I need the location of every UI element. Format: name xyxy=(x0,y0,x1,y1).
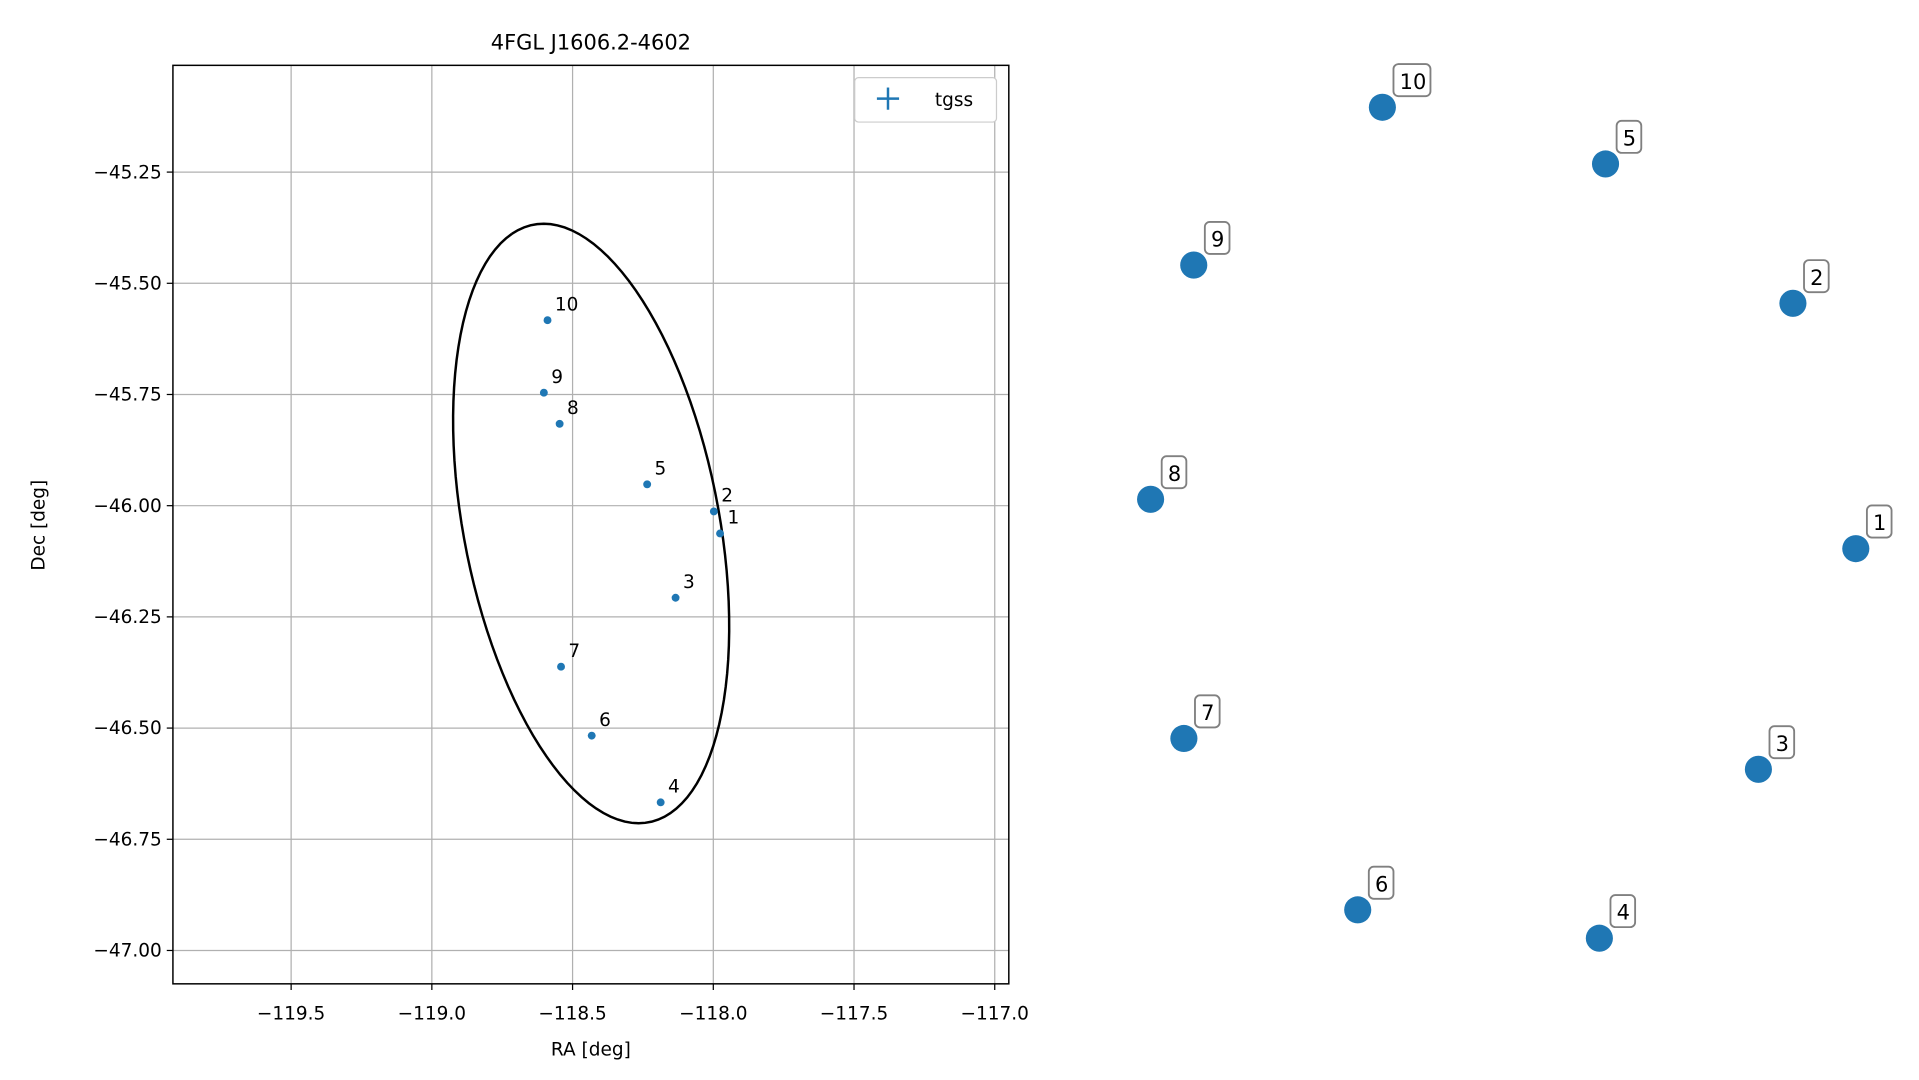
node-label-box xyxy=(1768,725,1796,760)
x-axis-label: RA [deg] xyxy=(551,1039,631,1060)
point-label: 7 xyxy=(568,641,580,662)
legend-label: tgss xyxy=(935,90,973,111)
point-label: 6 xyxy=(599,710,611,731)
point xyxy=(543,316,552,325)
node-label-box xyxy=(1392,63,1432,98)
node xyxy=(1137,485,1165,513)
y-tick-label: −45.75 xyxy=(93,385,161,406)
node xyxy=(1744,755,1772,783)
point xyxy=(671,593,680,602)
node-label: 2 xyxy=(1810,266,1823,290)
node xyxy=(1591,150,1620,178)
node-label-box xyxy=(1615,119,1643,154)
point-label: 5 xyxy=(655,458,667,479)
node xyxy=(1170,724,1198,753)
x-tick-label: −118.0 xyxy=(679,1004,747,1025)
node-label-box xyxy=(1865,504,1893,539)
node-label: 1 xyxy=(1873,511,1886,535)
node-label-box xyxy=(1160,455,1188,490)
node-label: 10 xyxy=(1400,70,1427,94)
node-label: 4 xyxy=(1617,901,1630,925)
node-label: 7 xyxy=(1201,701,1214,725)
node-label-box xyxy=(1803,259,1830,294)
point xyxy=(643,480,652,489)
node xyxy=(1585,924,1613,952)
y-tick-label: −46.00 xyxy=(93,496,161,517)
point xyxy=(656,798,665,807)
point xyxy=(587,731,596,740)
error-ellipse xyxy=(451,222,731,825)
y-axis-label: Dec [deg] xyxy=(29,480,50,571)
point-label: 3 xyxy=(683,572,695,593)
x-tick-label: −119.0 xyxy=(398,1004,466,1025)
node-label-box xyxy=(1367,865,1395,900)
y-tick-label: −46.25 xyxy=(93,607,161,628)
node-label-box xyxy=(1203,220,1231,255)
y-tick-label: −46.50 xyxy=(93,718,161,739)
node-label: 5 xyxy=(1623,126,1636,150)
node xyxy=(1344,896,1372,924)
node-label: 6 xyxy=(1375,872,1388,896)
point xyxy=(539,388,548,397)
x-tick-label: −118.5 xyxy=(538,1004,606,1025)
chart-title: 4FGL J1606.2-4602 xyxy=(491,30,691,54)
node xyxy=(1180,251,1208,279)
x-tick-label: −117.5 xyxy=(820,1004,888,1025)
node xyxy=(1842,535,1870,563)
axes-frame xyxy=(172,64,1010,985)
x-tick-label: −117.0 xyxy=(961,1004,1029,1025)
node-label-box xyxy=(1609,894,1637,929)
y-tick-label: −47.00 xyxy=(93,941,161,962)
node-label: 8 xyxy=(1168,462,1181,486)
node-label-box xyxy=(1194,694,1221,729)
point xyxy=(716,529,724,538)
point-label: 9 xyxy=(551,367,563,388)
node xyxy=(1779,289,1807,317)
y-tick-label: −45.50 xyxy=(93,273,161,294)
point xyxy=(555,419,564,428)
point-label: 1 xyxy=(727,508,739,529)
point xyxy=(557,662,565,671)
point-label: 10 xyxy=(555,294,579,315)
point-label: 8 xyxy=(567,398,579,419)
legend-box xyxy=(854,77,998,123)
point xyxy=(709,507,718,516)
node-label: 3 xyxy=(1776,732,1789,756)
y-tick-label: −45.25 xyxy=(93,162,161,183)
node xyxy=(1368,93,1396,121)
point-label: 2 xyxy=(721,486,733,507)
point-label: 4 xyxy=(668,776,680,797)
node-label: 9 xyxy=(1211,228,1224,252)
x-tick-label: −119.5 xyxy=(257,1004,325,1025)
y-tick-label: −46.75 xyxy=(93,829,161,850)
